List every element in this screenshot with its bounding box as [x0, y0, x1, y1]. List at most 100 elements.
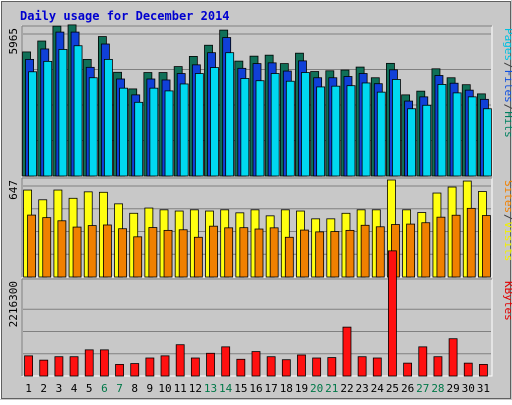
bar-kbytes-day-7: [115, 364, 124, 377]
bar-kbytes-day-16: [251, 351, 261, 377]
bar-pages-day-13: [210, 67, 219, 177]
x-tick-label-day-18: 18: [280, 382, 293, 395]
x-tick-label-day-22: 22: [340, 382, 353, 395]
panel-max-label: 647: [7, 180, 20, 200]
x-tick-label-day-7: 7: [116, 382, 123, 395]
x-tick-label-day-29: 29: [446, 382, 459, 395]
legend-entry: Files: [502, 70, 512, 103]
bar-pages-day-16: [255, 80, 265, 177]
bar-kbytes-day-13: [206, 352, 215, 377]
x-tick-label-day-28: 28: [431, 382, 444, 395]
legend-entry: Hits: [502, 111, 512, 138]
bar-pages-day-8: [134, 101, 144, 177]
bar-kbytes-day-5: [84, 349, 94, 377]
chart-outer-shadow: [1, 1, 511, 399]
bar-kbytes-day-17: [266, 356, 276, 377]
panel-visitors: 647 Sites/Visits: [7, 177, 512, 278]
bar-pages-day-28: [437, 84, 447, 177]
legend-entry: Sites: [502, 180, 512, 213]
bar-kbytes-day-4: [69, 356, 79, 377]
bar-kbytes-day-19: [297, 354, 306, 377]
bar-pages-day-29: [452, 92, 462, 177]
bar-pages-day-23: [361, 82, 371, 177]
bar-kbytes-day-8: [130, 363, 140, 377]
panel-max-label: 2216300: [7, 281, 20, 327]
bar-kbytes-day-25: [388, 250, 397, 377]
bar-pages-day-3: [58, 49, 68, 177]
bar-pages-day-30: [467, 96, 477, 177]
x-tick-label-day-16: 16: [249, 382, 262, 395]
x-tick-label-day-11: 11: [174, 382, 187, 395]
bar-kbytes-day-20: [312, 357, 322, 377]
bar-sites-day-8: [133, 236, 143, 278]
bar-pages-day-9: [149, 87, 159, 177]
bar-sites-day-18: [284, 236, 294, 278]
bar-pages-day-7: [119, 87, 128, 177]
bar-sites-day-27: [421, 222, 431, 278]
legend-entry: /: [502, 214, 512, 221]
x-tick-label-day-27: 27: [416, 382, 429, 395]
bar-sites-day-23: [360, 224, 370, 278]
x-tick-label-day-1: 1: [25, 382, 32, 395]
legend-entry: Pages: [502, 28, 512, 61]
bar-sites-day-5: [87, 225, 97, 278]
x-tick-label-day-19: 19: [295, 382, 308, 395]
bar-sites-day-22: [345, 229, 355, 278]
legend-entry: /: [502, 104, 512, 111]
bar-kbytes-day-30: [463, 362, 473, 377]
chart-title: Daily usage for December 2014: [20, 9, 230, 23]
x-tick-label-day-20: 20: [310, 382, 323, 395]
x-tick-label-day-12: 12: [189, 382, 202, 395]
bar-sites-day-4: [72, 226, 82, 278]
bar-kbytes-day-9: [145, 357, 155, 377]
bar-pages-day-26: [407, 108, 417, 177]
x-tick-label-day-14: 14: [219, 382, 233, 395]
x-tick-label-day-6: 6: [101, 382, 108, 395]
bar-kbytes-day-23: [357, 356, 367, 377]
bar-pages-day-21: [331, 85, 341, 177]
x-tick-label-day-4: 4: [71, 382, 78, 395]
bar-sites-day-28: [436, 216, 446, 278]
x-tick-label-day-21: 21: [325, 382, 338, 395]
x-tick-label-day-3: 3: [56, 382, 63, 395]
bar-pages-day-19: [301, 72, 310, 177]
bar-sites-day-6: [102, 224, 112, 278]
bar-sites-day-11: [178, 229, 188, 278]
bar-pages-day-27: [422, 104, 432, 177]
panels-layer: 5965Pages/Files/Hits647Sites/Visits22163…: [7, 24, 512, 377]
bar-sites-day-9: [148, 227, 158, 278]
bar-kbytes-day-28: [433, 356, 443, 377]
bar-sites-day-10: [163, 229, 173, 278]
bar-pages-day-4: [73, 45, 83, 177]
bar-kbytes-day-18: [281, 359, 291, 377]
bar-pages-day-11: [179, 83, 189, 177]
x-tick-label-day-10: 10: [158, 382, 171, 395]
bar-pages-day-2: [43, 60, 53, 177]
bar-kbytes-day-29: [448, 338, 458, 377]
bar-pages-day-10: [164, 90, 174, 177]
bar-sites-day-13: [209, 225, 218, 278]
x-tick-label-day-17: 17: [265, 382, 278, 395]
bar-sites-day-17: [269, 227, 279, 278]
bar-pages-day-31: [483, 108, 492, 177]
x-tick-label-day-23: 23: [356, 382, 369, 395]
bar-sites-day-12: [193, 236, 203, 278]
x-tick-label-day-30: 30: [462, 382, 475, 395]
bar-sites-day-15: [239, 227, 249, 278]
x-tick-label-day-26: 26: [401, 382, 414, 395]
bar-kbytes-day-15: [236, 358, 246, 377]
bar-pages-day-6: [103, 58, 113, 177]
bar-pages-day-22: [346, 85, 356, 177]
bar-pages-day-1: [28, 71, 37, 177]
bar-pages-day-5: [88, 77, 98, 177]
bar-sites-day-1: [27, 214, 36, 278]
bar-kbytes-day-31: [479, 364, 488, 377]
legend-entry: Visits: [502, 222, 512, 262]
bar-pages-day-20: [316, 86, 326, 177]
x-tick-label-day-25: 25: [386, 382, 399, 395]
x-tick-label-day-9: 9: [147, 382, 154, 395]
bar-kbytes-day-14: [221, 346, 231, 377]
bar-sites-day-26: [406, 223, 416, 278]
panel-kbytes: 2216300 KBytes: [7, 250, 512, 377]
